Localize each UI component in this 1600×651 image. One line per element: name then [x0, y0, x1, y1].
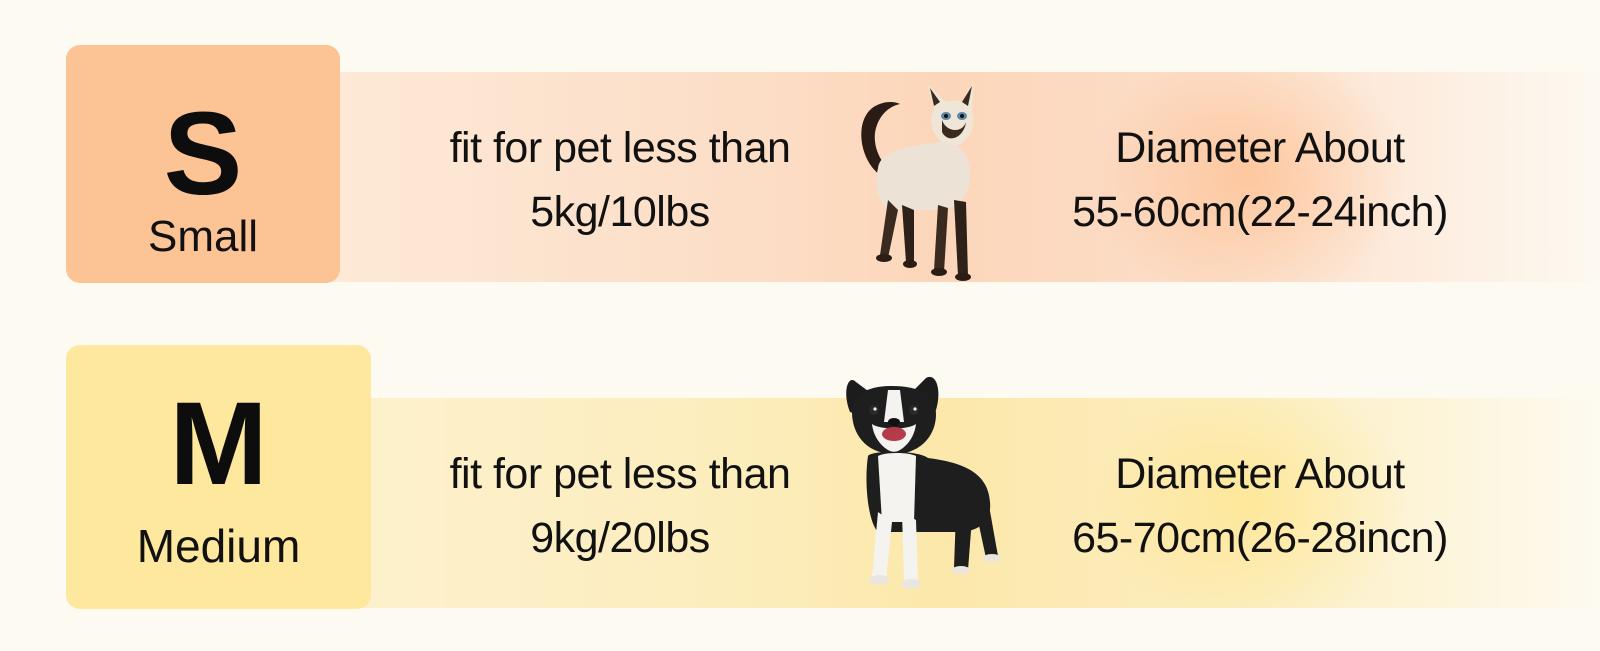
- size-letter: M: [169, 378, 268, 510]
- size-name: Medium: [136, 520, 301, 572]
- small-diameter-info: Diameter About 55-60cm(22-24inch): [1050, 116, 1470, 244]
- size-letter: S: [163, 88, 243, 220]
- diameter-value: 65-70cm(26-28incn): [1072, 514, 1448, 562]
- siamese-cat-image: [861, 82, 974, 281]
- boston-terrier-dog-image: [846, 376, 1001, 589]
- medium-pet-weight-info: fit for pet less than 9kg/20lbs: [430, 442, 810, 570]
- medium-diameter-info: Diameter About 65-70cm(26-28incn): [1050, 442, 1470, 570]
- diameter-label: Diameter About: [1115, 124, 1405, 172]
- weight-limit: 5kg/10lbs: [530, 188, 710, 236]
- fit-text: fit for pet less than: [449, 450, 791, 498]
- diameter-value: 55-60cm(22-24inch): [1072, 188, 1448, 236]
- size-name: Small: [147, 212, 259, 261]
- small-pet-weight-info: fit for pet less than 5kg/10lbs: [430, 116, 810, 244]
- diameter-label: Diameter About: [1115, 450, 1405, 498]
- fit-text: fit for pet less than: [449, 124, 791, 172]
- small-size-badge: S Small: [66, 45, 340, 283]
- weight-limit: 9kg/20lbs: [530, 514, 710, 562]
- medium-size-badge: M Medium: [66, 345, 371, 609]
